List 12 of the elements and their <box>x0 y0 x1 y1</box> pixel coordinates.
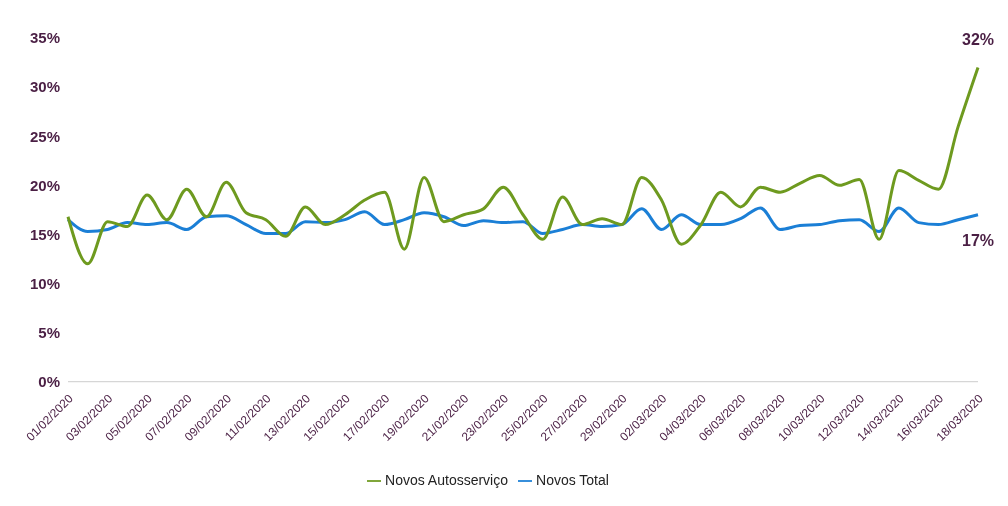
y-tick-label: 15% <box>29 225 60 243</box>
y-tick-label: 0% <box>38 373 60 391</box>
y-tick-label: 20% <box>29 176 60 194</box>
annotation: 32% <box>961 31 995 49</box>
y-tick-label: 35% <box>29 29 60 47</box>
legend-label: Novos Autosserviço <box>385 471 509 488</box>
y-tick-label: 5% <box>38 323 60 341</box>
y-tick-label: 10% <box>29 274 60 292</box>
y-tick-label: 30% <box>29 78 60 96</box>
annotation: 17% <box>961 232 995 250</box>
y-tick-label: 25% <box>29 127 60 145</box>
legend-label: Novos Total <box>536 471 609 488</box>
